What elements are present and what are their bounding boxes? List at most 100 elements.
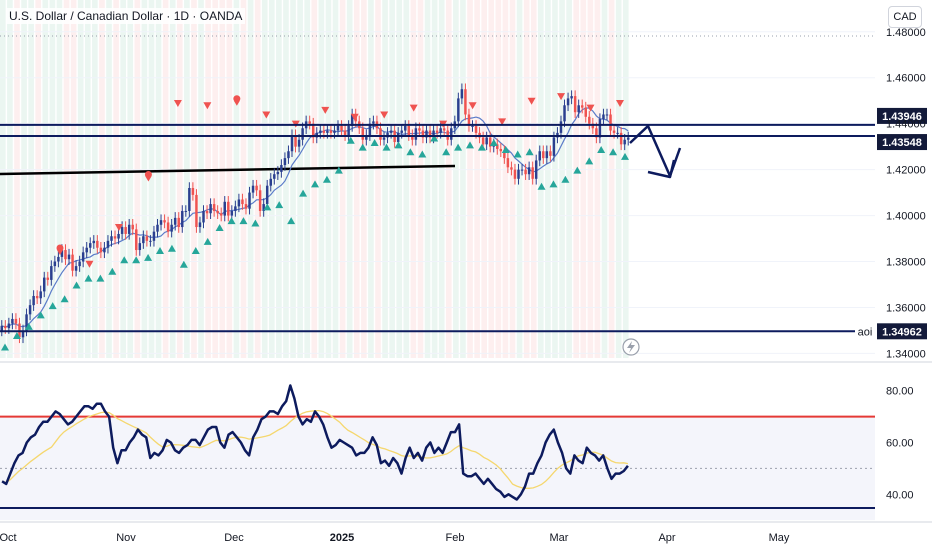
- level-price-text: 1.34962: [882, 326, 922, 338]
- sell-signal-triangle: [203, 102, 212, 110]
- projection-arrows: [629, 124, 682, 179]
- candle-body: [81, 252, 85, 262]
- lightning-icon[interactable]: [622, 338, 640, 356]
- candle-body: [53, 261, 57, 267]
- candle-body: [602, 114, 605, 120]
- candle-body: [273, 174, 276, 179]
- session-stripe: [353, 0, 360, 358]
- rsi-tick-label: 80.00: [886, 386, 914, 398]
- price-axis[interactable]: 1.48000 1.46000 1.44000 1.42000 1.40000 1.380…: [886, 27, 926, 361]
- candle-body: [506, 158, 510, 168]
- lightning-icon-bolt: [627, 341, 635, 353]
- buy-signal-triangle: [406, 148, 415, 156]
- session-stripe: [162, 0, 169, 358]
- candle-body: [46, 277, 50, 280]
- trend-line: [0, 164, 456, 176]
- buy-signal-triangle: [370, 139, 379, 147]
- buy-signal-triangle: [96, 274, 105, 282]
- candle-body: [435, 130, 439, 133]
- session-stripe: [537, 0, 544, 358]
- sell-signal-triangle: [380, 111, 389, 119]
- buy-signal-triangle: [466, 141, 474, 149]
- candle-body: [552, 137, 556, 156]
- session-stripe: [247, 0, 254, 358]
- candle-body: [531, 167, 534, 179]
- buy-signal-triangle: [501, 145, 510, 153]
- buy-signal-triangle: [322, 175, 331, 183]
- time-tick-label: Mar: [550, 532, 569, 544]
- time-tick-label: Feb: [446, 532, 465, 544]
- session-stripe: [580, 0, 587, 358]
- session-stripe: [424, 0, 431, 358]
- candle-body: [612, 130, 616, 133]
- candle-body: [145, 236, 149, 241]
- time-tick-label: Oct: [0, 532, 17, 544]
- sell-signal-triangle: [233, 100, 240, 106]
- candle-body: [439, 128, 442, 133]
- session-stripe: [141, 0, 148, 358]
- session-stripe: [233, 0, 240, 358]
- candle-body: [350, 114, 354, 126]
- time-tick-label: 2025: [330, 532, 354, 544]
- candle-body: [545, 151, 549, 159]
- buy-signal-triangle: [346, 136, 355, 144]
- candle-body: [149, 240, 152, 242]
- candle-body: [287, 151, 290, 159]
- candle-body: [619, 132, 623, 145]
- price-tick-label: 1.44000: [886, 119, 926, 131]
- sell-signal-triangle: [557, 93, 566, 101]
- candle-body: [110, 236, 113, 241]
- buy-signal-triangle: [132, 256, 141, 264]
- session-stripes: [0, 0, 629, 358]
- candle-body: [428, 130, 432, 138]
- session-stripe: [184, 0, 190, 358]
- price-tick-label: 1.48000: [886, 27, 926, 39]
- buy-signal-triangle: [227, 217, 236, 225]
- time-axis[interactable]: Oct Nov Dec 2025 Feb Mar Apr May: [0, 521, 932, 544]
- session-stripe: [311, 0, 318, 358]
- session-stripe: [566, 0, 572, 358]
- moving-average: [1, 107, 629, 328]
- buy-signal-triangle: [251, 219, 260, 227]
- level-price-text: 1.43548: [882, 137, 922, 149]
- candle-body: [294, 135, 297, 147]
- session-stripe: [368, 0, 374, 358]
- candle-body: [570, 96, 573, 99]
- candle-body: [181, 210, 184, 228]
- candle-body: [99, 247, 103, 253]
- candle-body: [265, 185, 269, 205]
- candle-body: [89, 243, 92, 248]
- session-stripe: [488, 0, 495, 358]
- candle-body: [559, 121, 563, 133]
- buy-signal-triangle: [513, 150, 522, 158]
- candle-body: [28, 305, 32, 315]
- sell-signal-dot: [233, 95, 241, 103]
- currency-button[interactable]: CAD: [888, 6, 922, 28]
- candle-body: [319, 130, 322, 133]
- candle-body: [152, 231, 156, 241]
- candle-body: [400, 130, 403, 133]
- session-stripe: [63, 0, 70, 358]
- candle-body: [496, 144, 499, 149]
- session-stripe: [276, 0, 282, 358]
- candle-body: [32, 295, 35, 306]
- buy-signal-triangle: [477, 143, 486, 151]
- candle-body: [163, 220, 166, 223]
- candle-body: [450, 128, 453, 140]
- session-stripe: [155, 0, 162, 358]
- candle-body: [418, 128, 421, 131]
- buy-signal-triangle: [525, 148, 534, 156]
- buy-signal-triangle: [24, 322, 33, 330]
- buy-signal-triangle: [72, 281, 81, 289]
- candle-body: [488, 137, 492, 147]
- candle-body: [407, 125, 411, 136]
- session-stripe: [120, 0, 126, 358]
- candle-body: [67, 254, 71, 260]
- candle-body: [365, 135, 368, 140]
- session-stripe: [56, 0, 63, 358]
- session-stripe: [84, 0, 91, 358]
- ma-line: [1, 107, 629, 328]
- session-stripe: [608, 0, 615, 358]
- session-stripe: [169, 0, 176, 358]
- candle-body: [280, 165, 283, 172]
